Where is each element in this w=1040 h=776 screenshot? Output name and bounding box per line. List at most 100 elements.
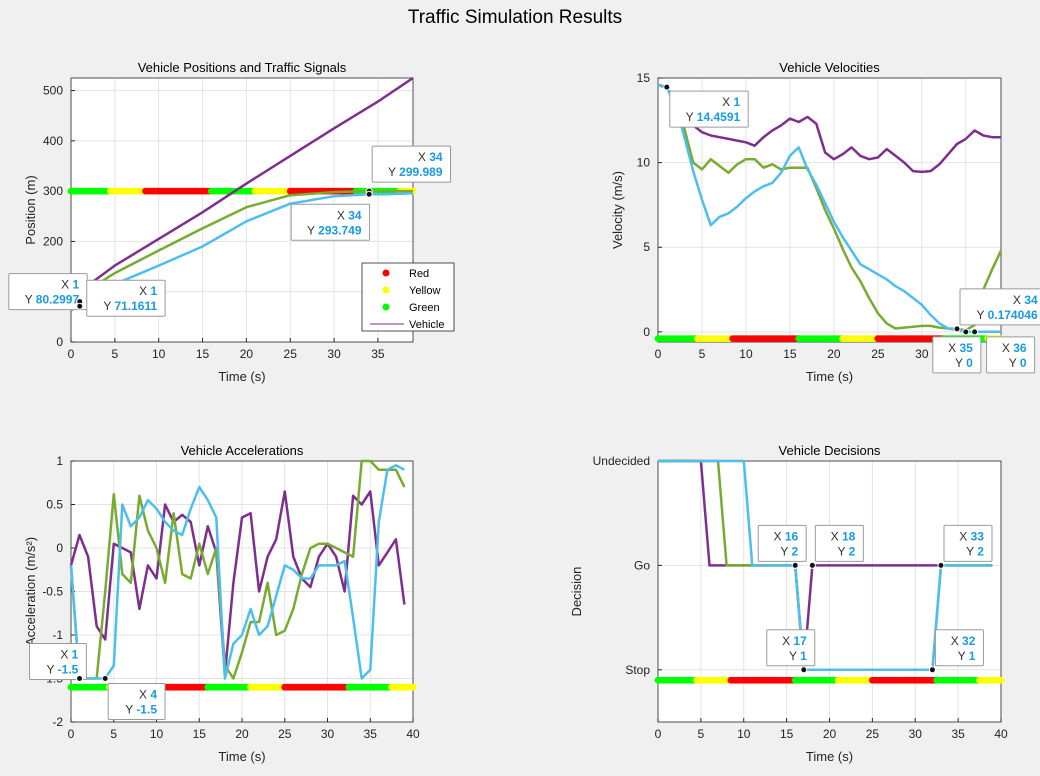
datatip-marker — [365, 190, 373, 198]
x-tick-label: 20 — [827, 347, 841, 361]
datatip-x-row: X 34 — [1013, 293, 1038, 307]
x-tick-label: 15 — [780, 727, 794, 741]
legend-label: Vehicle — [409, 319, 444, 331]
legend: Red Yellow Green Vehicle — [361, 262, 455, 332]
x-tick-label: 35 — [364, 727, 378, 741]
datatip-y-row: Y 71.1611 — [103, 299, 157, 313]
datatip-y-row: Y 0 — [1009, 356, 1027, 370]
x-tick-label: 10 — [737, 727, 751, 741]
datatip-x-row: X 33 — [959, 529, 984, 543]
datatip-box — [932, 336, 982, 374]
datatip-y-row: Y 299.989 — [388, 165, 443, 179]
x-tick-label: 35 — [371, 347, 385, 361]
y-tick-label: 0 — [56, 335, 63, 349]
datatip: X 1Y 80.2997 — [8, 273, 88, 311]
y-axis-label: Decision — [569, 567, 584, 617]
signal-dot-yellow — [409, 683, 417, 691]
x-tick-label: 10 — [739, 347, 753, 361]
axes-title: Vehicle Velocities — [779, 60, 880, 75]
datatip-y-row: Y 1 — [789, 649, 807, 663]
datatip-box — [814, 524, 864, 562]
legend-label: Green — [409, 302, 440, 314]
datatip-x-row: X 35 — [948, 341, 973, 355]
datatip-x-row: X 34 — [418, 150, 443, 164]
axes-box — [70, 77, 414, 343]
y-axis-label: Position (m) — [23, 175, 38, 244]
axes-positions[interactable]: 051015202530350100200300400500Vehicle Po… — [8, 60, 455, 384]
datatip-marker — [663, 83, 671, 91]
datatip-marker — [800, 666, 808, 674]
datatip: X 4Y -1.5 — [101, 675, 166, 720]
y-tick-label: -2 — [52, 715, 63, 729]
x-tick-label: 40 — [994, 727, 1008, 741]
legend-label: Red — [409, 268, 429, 280]
datatip-y-row: Y 14.4591 — [686, 110, 741, 124]
axes-title: Vehicle Positions and Traffic Signals — [138, 60, 347, 75]
datatip: X 17Y 1 — [766, 629, 816, 674]
x-tick-label: 0 — [68, 347, 75, 361]
datatip: X 18Y 2 — [808, 524, 864, 569]
datatip: X 34Y 0.174046 — [953, 288, 1040, 333]
y-tick-label: 200 — [43, 234, 63, 248]
datatip-y-row: Y 2 — [838, 544, 856, 558]
x-tick-label: 25 — [278, 727, 292, 741]
legend-marker-yellow — [382, 286, 390, 294]
x-tick-label: 15 — [196, 347, 210, 361]
x-tick-label: 30 — [909, 727, 923, 741]
x-tick-label: 20 — [240, 347, 254, 361]
datatip-box — [669, 90, 749, 128]
datatip-box — [290, 203, 371, 241]
x-tick-label: 30 — [327, 347, 341, 361]
datatip-box — [107, 683, 166, 720]
datatip-marker — [953, 325, 961, 333]
x-tick-label: 10 — [150, 727, 164, 741]
datatip-marker — [101, 675, 109, 682]
datatip-box — [934, 629, 984, 667]
axes-title: Vehicle Decisions — [779, 443, 881, 458]
datatip-y-row: Y 80.2997 — [25, 293, 80, 307]
datatip-y-row: Y -1.5 — [125, 703, 157, 717]
x-tick-label: 25 — [871, 347, 885, 361]
x-tick-label: 15 — [193, 727, 207, 741]
datatip-x-row: X 1 — [61, 278, 79, 292]
datatip: X 1Y -1.5 — [29, 643, 87, 682]
x-tick-label: 30 — [915, 347, 929, 361]
datatip-box — [86, 279, 166, 317]
x-axis-label: Time (s) — [218, 749, 265, 764]
datatip: X 16Y 2 — [757, 524, 807, 569]
series-line-vehicle-3 — [658, 459, 993, 672]
axes-accelerations[interactable]: 0510152025303540-2-1.5-1-0.500.51Vehicle… — [23, 443, 420, 764]
x-tick-label: 10 — [152, 347, 166, 361]
legend-label: Yellow — [409, 285, 440, 297]
series-line-vehicle-3 — [657, 83, 1001, 334]
x-tick-label: 0 — [655, 727, 662, 741]
datatip: X 35Y 0 — [932, 328, 982, 374]
datatip-marker — [76, 675, 84, 682]
x-tick-label: 0 — [655, 347, 662, 361]
datatip-marker — [962, 328, 970, 336]
datatip-x-row: X 32 — [951, 634, 976, 648]
datatip: X 1Y 14.4591 — [663, 83, 749, 128]
datatip-x-row: X 18 — [831, 529, 856, 543]
x-tick-label: 5 — [699, 347, 706, 361]
x-tick-label: 0 — [68, 727, 75, 741]
x-tick-label: 15 — [783, 347, 797, 361]
axes-title: Vehicle Accelerations — [181, 443, 304, 458]
x-axis-label: Time (s) — [806, 369, 853, 384]
x-tick-label: 25 — [284, 347, 298, 361]
axes-velocities[interactable]: 05101520253035051015Vehicle VelocitiesTi… — [610, 60, 1040, 384]
axes-decisions[interactable]: 0 5 10 15 20 25 30 35 40 Stop Go Undecided Vehicle D… — [569, 443, 1008, 764]
series-line-vehicle-2 — [657, 83, 1003, 332]
y-tick-label: -0.5 — [42, 585, 63, 599]
datatip-x-row: X 16 — [773, 529, 798, 543]
figure-title: Traffic Simulation Results — [408, 7, 622, 28]
y-tick-label: 0.5 — [46, 498, 63, 512]
series-line-vehicle-1 — [657, 83, 1001, 174]
series-line-vehicle-1 — [70, 76, 414, 299]
y-tick-label: 1 — [56, 454, 63, 468]
x-tick-label: 5 — [110, 727, 117, 741]
x-axis-label: Time (s) — [806, 749, 853, 764]
y-tick-label: -1 — [52, 628, 63, 642]
y-tick-label: 0 — [56, 541, 63, 555]
